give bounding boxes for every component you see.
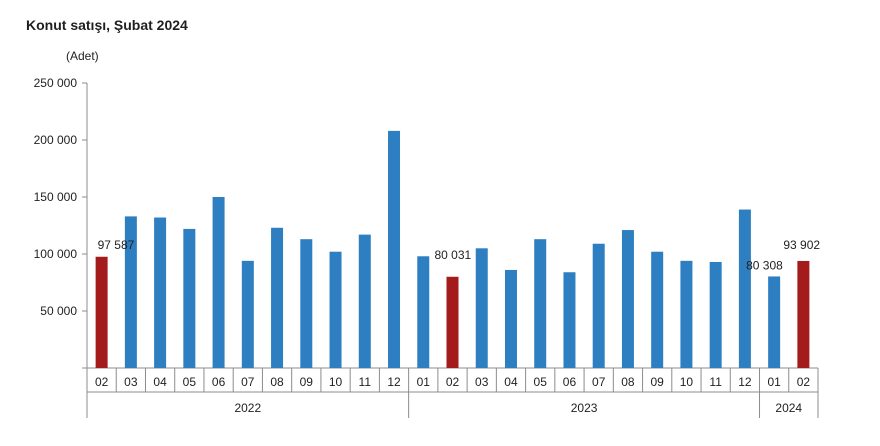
- y-axis-unit-label: (Adet): [66, 49, 99, 63]
- x-tick-label: 11: [359, 375, 372, 389]
- bar: [95, 256, 108, 368]
- x-tick-label: 06: [212, 375, 226, 389]
- bar: [388, 130, 401, 368]
- bar: [651, 251, 664, 368]
- x-tick-label: 08: [270, 375, 284, 389]
- x-tick-label: 01: [417, 375, 431, 389]
- year-label: 2023: [571, 401, 598, 415]
- y-tick-label: 200 000: [34, 133, 78, 147]
- x-tick-label: 12: [738, 375, 752, 389]
- x-tick-label: 03: [124, 375, 138, 389]
- x-tick-label: 07: [241, 375, 255, 389]
- x-tick-label: 12: [387, 375, 401, 389]
- x-tick-label: 09: [651, 375, 665, 389]
- bar: [329, 251, 342, 368]
- bar: [592, 243, 605, 368]
- year-label: 2024: [775, 401, 802, 415]
- y-tick-label: 100 000: [34, 247, 78, 261]
- bar: [797, 260, 810, 368]
- y-tick-label: 50 000: [40, 304, 77, 318]
- bar: [212, 197, 225, 368]
- bar: [417, 256, 430, 368]
- bar: [183, 228, 196, 368]
- chart-title: Konut satışı, Şubat 2024: [26, 17, 188, 33]
- x-tick-label: 05: [534, 375, 548, 389]
- x-tick-label: 10: [329, 375, 343, 389]
- y-tick-label: 250 000: [34, 76, 78, 90]
- bar: [738, 209, 751, 368]
- data-label: 97 587: [98, 238, 135, 252]
- x-tick-label: 01: [767, 375, 781, 389]
- bar: [709, 261, 722, 368]
- y-tick-label: 150 000: [34, 190, 78, 204]
- bar: [358, 234, 371, 368]
- bar: [300, 239, 313, 368]
- bar: [271, 227, 284, 368]
- x-tick-label: 05: [183, 375, 197, 389]
- x-tick-label: 10: [680, 375, 694, 389]
- x-tick-label: 04: [504, 375, 518, 389]
- bar: [154, 217, 167, 368]
- data-label: 93 902: [783, 238, 820, 252]
- bar: [504, 269, 517, 368]
- bar: [446, 276, 459, 368]
- x-tick-label: 11: [709, 375, 722, 389]
- x-tick-label: 02: [446, 375, 460, 389]
- year-label: 2022: [234, 401, 261, 415]
- x-tick-label: 09: [300, 375, 314, 389]
- bar: [621, 230, 634, 368]
- x-tick-label: 07: [592, 375, 606, 389]
- bar: [563, 272, 576, 368]
- data-label: 80 031: [435, 248, 472, 262]
- x-tick-label: 06: [563, 375, 577, 389]
- bar: [534, 239, 547, 368]
- x-tick-label: 04: [153, 375, 167, 389]
- bar: [124, 216, 137, 368]
- bar: [241, 260, 254, 368]
- bar: [475, 248, 488, 368]
- x-tick-label: 08: [621, 375, 635, 389]
- x-tick-label: 03: [475, 375, 489, 389]
- bar: [768, 276, 781, 368]
- x-tick-label: 02: [797, 375, 811, 389]
- bar: [680, 260, 693, 368]
- data-label: 80 308: [746, 258, 783, 272]
- x-tick-label: 02: [95, 375, 109, 389]
